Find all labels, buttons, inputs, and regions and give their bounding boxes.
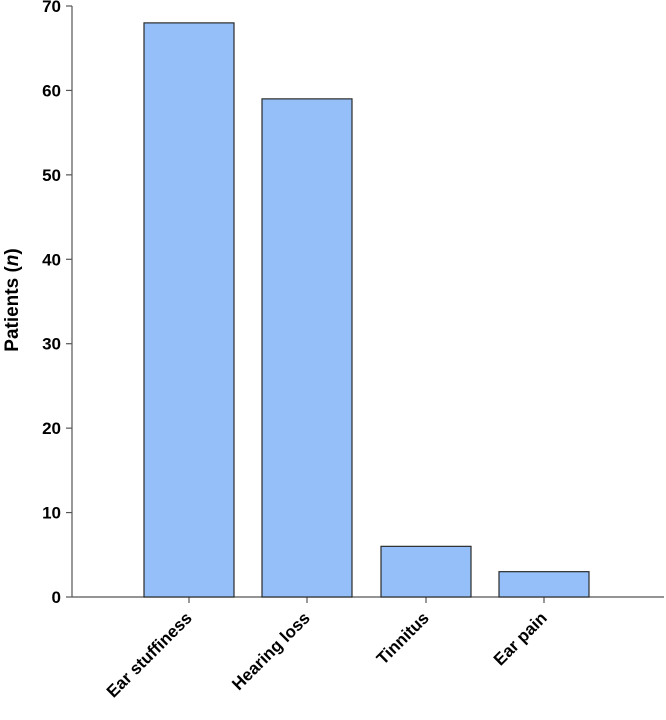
y-axis-title-close: ) bbox=[2, 248, 23, 254]
y-axis-title-main: Patients ( bbox=[2, 266, 23, 352]
x-category-label: Hearing loss bbox=[228, 608, 314, 694]
x-category-label: Tinnitus bbox=[373, 608, 433, 668]
bar bbox=[380, 545, 472, 598]
x-category-label: Ear pain bbox=[490, 608, 551, 669]
x-category-label: Ear stuffiness bbox=[103, 608, 196, 701]
bar bbox=[498, 571, 590, 598]
y-tick-label: 20 bbox=[42, 419, 61, 438]
y-tick-label: 50 bbox=[42, 166, 61, 185]
y-tick-label: 10 bbox=[42, 504, 61, 523]
bar bbox=[143, 22, 235, 598]
y-tick-label: 40 bbox=[42, 250, 61, 269]
bar bbox=[261, 98, 353, 598]
y-tick-label: 60 bbox=[42, 81, 61, 100]
y-tick-label: 0 bbox=[52, 588, 61, 607]
y-tick-label: 70 bbox=[42, 0, 61, 16]
y-axis-title-italic: n bbox=[2, 255, 23, 267]
chart-bars bbox=[143, 22, 590, 598]
y-axis-title: Patients (n) bbox=[2, 248, 23, 351]
y-tick-label: 30 bbox=[42, 335, 61, 354]
